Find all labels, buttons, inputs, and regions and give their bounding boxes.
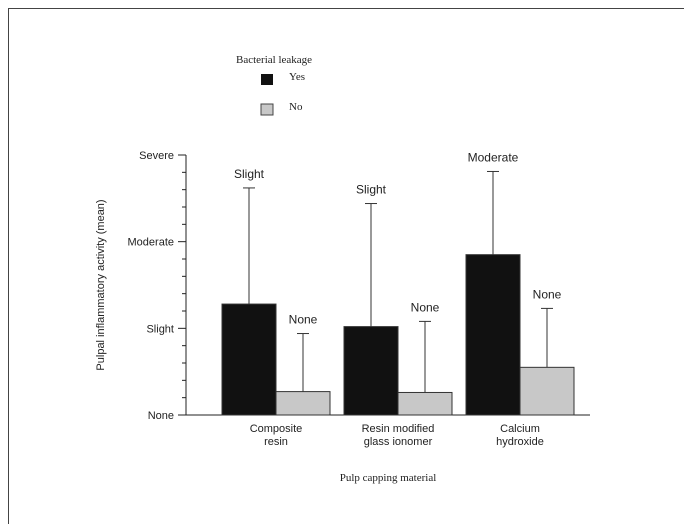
bar-annotation: Slight bbox=[356, 183, 387, 197]
category-label: Composite bbox=[250, 423, 303, 435]
y-tick-label: Slight bbox=[146, 323, 174, 335]
category-label: resin bbox=[264, 436, 288, 448]
bars: Slight Slight Moderate None None None bbox=[221, 150, 575, 416]
bar-annotation: None bbox=[533, 287, 562, 301]
bar-yes bbox=[221, 303, 277, 416]
y-tick-label: None bbox=[148, 410, 174, 422]
bar-annotation: Moderate bbox=[468, 150, 519, 164]
bar-annotation: Slight bbox=[234, 167, 265, 181]
y-tick-label: Severe bbox=[139, 150, 174, 162]
category-label: Resin modified bbox=[362, 423, 435, 435]
bar-annotation: None bbox=[289, 313, 318, 327]
figure-frame bbox=[8, 8, 684, 524]
y-axis-label: Pulpal inflammatory activity (mean) bbox=[95, 199, 107, 370]
category-label: glass ionomer bbox=[364, 436, 433, 448]
legend-label-no: No bbox=[289, 101, 303, 113]
bar-yes bbox=[343, 326, 399, 416]
legend-title: Bacterial leakage bbox=[236, 54, 312, 66]
y-tick-label: Moderate bbox=[128, 237, 174, 249]
legend-swatch-yes bbox=[261, 74, 273, 85]
legend-label-yes: Yes bbox=[289, 71, 305, 83]
bar-no bbox=[397, 391, 453, 416]
category-label: Calcium bbox=[500, 423, 540, 435]
bar-annotation: None bbox=[411, 300, 440, 314]
category-label: hydroxide bbox=[496, 436, 544, 448]
x-axis-label: Pulp capping material bbox=[340, 472, 437, 484]
legend: Bacterial leakage Yes No bbox=[236, 54, 312, 116]
legend-swatch-no bbox=[260, 103, 274, 116]
bar-yes bbox=[465, 254, 521, 416]
bar-no bbox=[275, 391, 331, 416]
bar-no bbox=[519, 366, 575, 416]
